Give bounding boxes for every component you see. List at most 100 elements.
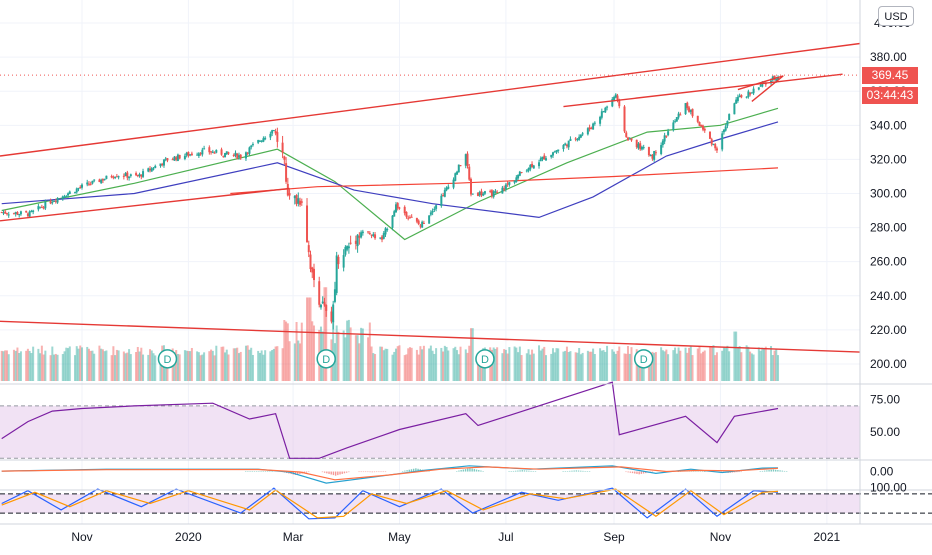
macd-histogram-bar xyxy=(305,471,308,473)
candle-body xyxy=(630,138,633,141)
candle-body xyxy=(61,196,64,199)
volume-bar xyxy=(250,347,253,381)
candle-body xyxy=(429,212,432,215)
volume-bar xyxy=(101,349,104,381)
volume-bar xyxy=(0,350,3,381)
volume-bar xyxy=(394,348,397,381)
volume-bar xyxy=(288,341,291,381)
trendlines[interactable] xyxy=(0,42,861,353)
candle-body xyxy=(244,152,247,159)
dividend-marker[interactable]: D xyxy=(157,349,178,369)
volume-bar xyxy=(285,321,288,381)
candle-body xyxy=(735,99,738,104)
candle-body xyxy=(220,149,223,155)
candle-body xyxy=(476,192,479,196)
candle-body xyxy=(98,179,101,183)
macd-histogram-bar xyxy=(588,471,591,472)
dividend-marker[interactable]: D xyxy=(633,349,654,369)
candle-body xyxy=(532,165,535,169)
volume-bar xyxy=(494,348,497,381)
candle-body xyxy=(564,143,567,146)
candle-body xyxy=(422,222,425,224)
volume-bar xyxy=(574,352,577,381)
candle-body xyxy=(457,164,460,173)
macd-histogram-bar xyxy=(566,471,569,472)
candle-body xyxy=(384,228,387,235)
candle-body xyxy=(19,211,22,215)
volume-bar xyxy=(442,351,445,381)
dividend-marker[interactable]: D xyxy=(316,349,336,369)
volume-bar xyxy=(93,353,96,381)
volume-bar xyxy=(258,352,261,381)
candle-body xyxy=(101,179,104,181)
volume-bar xyxy=(213,355,216,381)
dividend-marker[interactable]: D xyxy=(475,349,495,369)
currency-button[interactable]: USD xyxy=(878,6,914,26)
volume-bar xyxy=(543,346,546,381)
candle-body xyxy=(403,206,406,214)
candle-body xyxy=(726,120,729,126)
volume-bar xyxy=(415,349,418,381)
candle-body xyxy=(358,236,361,238)
macd-axis-label: 0.00 xyxy=(870,465,894,479)
macd-histogram-bar xyxy=(525,470,528,472)
volume-bar xyxy=(429,345,432,381)
volume-bar xyxy=(237,353,240,381)
volume-bar xyxy=(625,353,628,381)
volume-bar xyxy=(220,346,223,381)
volume-bar xyxy=(159,354,162,381)
volume-bar xyxy=(773,350,776,381)
volume-bar xyxy=(39,353,42,381)
volume-bar xyxy=(637,354,640,381)
macd-histogram-bar xyxy=(258,471,260,472)
volume-bar xyxy=(447,350,450,381)
volume-bar xyxy=(714,355,717,381)
candle-body xyxy=(16,212,19,215)
volume-bar xyxy=(550,353,553,381)
macd-histogram-bar xyxy=(759,471,761,472)
volume-bar xyxy=(517,352,520,381)
candle-body xyxy=(503,188,506,190)
macd-histogram-bar xyxy=(774,469,777,472)
volume-bar xyxy=(417,354,420,381)
candle-body xyxy=(581,133,584,135)
volume-bar xyxy=(2,351,5,381)
candle-body xyxy=(417,220,420,225)
macd-histogram-bar xyxy=(415,468,417,472)
volume-bar xyxy=(626,345,629,381)
volume-bar xyxy=(309,297,312,381)
volume-bar xyxy=(272,348,275,381)
volume-bar xyxy=(480,355,483,381)
volume-bar xyxy=(445,346,448,381)
macd-histogram-bar xyxy=(523,470,526,472)
candle-body xyxy=(129,174,132,177)
volume-bar xyxy=(557,348,560,381)
candle-body xyxy=(53,200,56,202)
candle-body xyxy=(545,158,548,161)
candle-body xyxy=(361,231,364,234)
macd-histogram-bar xyxy=(517,470,519,472)
candle-body xyxy=(360,232,363,238)
candle-body xyxy=(189,154,192,156)
candle-body xyxy=(150,168,153,172)
candle-body xyxy=(349,242,352,244)
candle-body xyxy=(173,156,176,161)
candle-body xyxy=(651,154,654,159)
volume-bar xyxy=(30,353,33,381)
volume-bar xyxy=(468,345,471,381)
candle-body xyxy=(75,188,78,193)
volume-bar xyxy=(393,351,396,381)
time-axis-label: Mar xyxy=(283,530,304,544)
candle-body xyxy=(703,128,706,131)
macd-histogram-bar xyxy=(642,471,645,474)
price-candles[interactable] xyxy=(0,75,780,330)
candle-body xyxy=(492,191,495,197)
candle-body xyxy=(496,192,499,194)
macd-histogram-bar xyxy=(651,471,654,473)
volume-bar xyxy=(44,350,47,381)
volume-bar xyxy=(515,347,518,381)
volume-bar xyxy=(443,345,446,381)
candle-body xyxy=(25,210,28,213)
